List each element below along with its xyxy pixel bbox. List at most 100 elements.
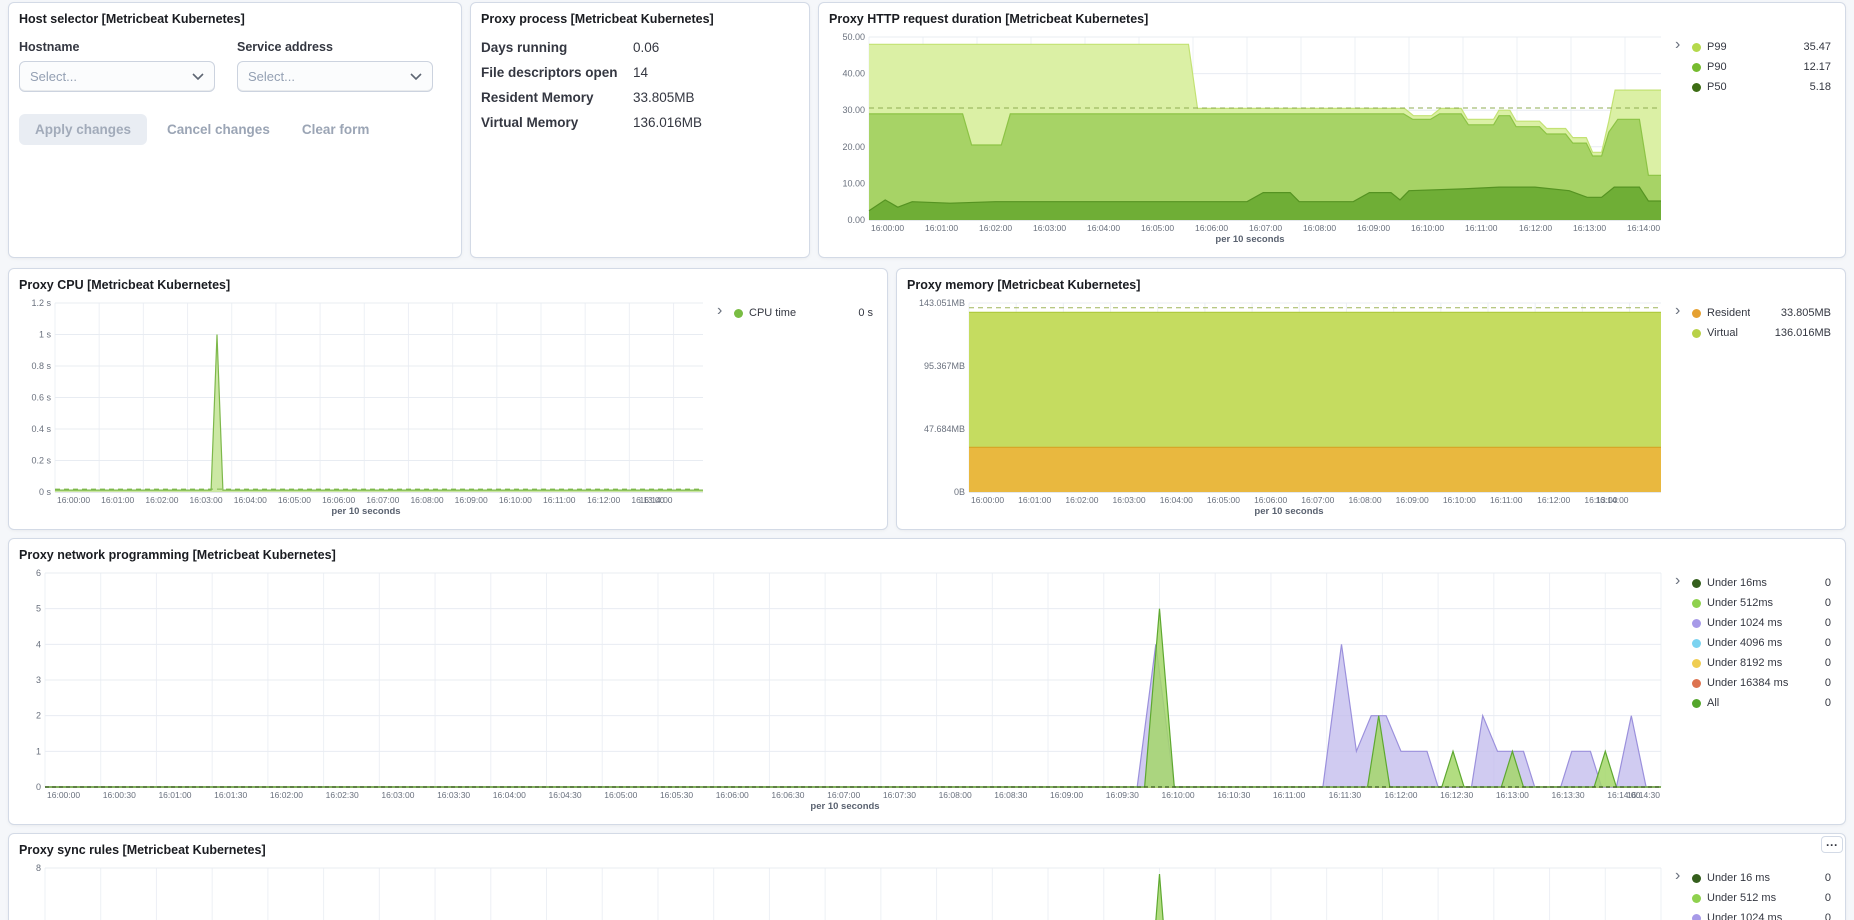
series-color-dot (1692, 913, 1701, 920)
legend-item-p90[interactable]: P90 12.17 (1692, 57, 1831, 77)
series-color-dot (1692, 698, 1701, 708)
svg-text:16:03:00: 16:03:00 (381, 790, 414, 800)
svg-text:16:06:00: 16:06:00 (716, 790, 749, 800)
panel-title: Proxy process [Metricbeat Kubernetes] (481, 12, 714, 26)
network-chart-area: 0 1 2 3 4 5 6 16:00:00 16:00:30 16:01:00 16:01:30 1… (19, 567, 1671, 816)
network-legend: › Under 16ms 0 Under 512ms 0 Under 1024 … (1671, 567, 1835, 816)
svg-text:16:09:00: 16:09:00 (1050, 790, 1083, 800)
svg-text:16:05:30: 16:05:30 (660, 790, 693, 800)
service-address-select[interactable]: Select... (237, 61, 433, 92)
metric-value: 33.805MB (633, 90, 695, 105)
svg-text:16:02:00: 16:02:00 (1065, 495, 1098, 505)
legend-item-p99[interactable]: P99 35.47 (1692, 37, 1831, 57)
legend-item-under-512ms[interactable]: Under 512ms 0 (1692, 593, 1831, 613)
svg-text:16:07:30: 16:07:30 (883, 790, 916, 800)
metric-label: Days running (481, 40, 568, 55)
svg-text:16:06:00: 16:06:00 (322, 495, 355, 505)
svg-text:16:08:00: 16:08:00 (410, 495, 443, 505)
legend-item-resident[interactable]: Resident 33.805MB (1692, 303, 1831, 323)
svg-text:16:14:00: 16:14:00 (1607, 790, 1640, 800)
apply-changes-button[interactable]: Apply changes (19, 114, 148, 145)
svg-text:0.4 s: 0.4 s (31, 424, 51, 434)
panel-proxy-process: Proxy process [Metricbeat Kubernetes] Da… (470, 2, 810, 258)
series-color-dot (1692, 678, 1701, 688)
legend-item-under-16ms[interactable]: Under 16ms 0 (1692, 573, 1831, 593)
svg-text:6: 6 (36, 568, 41, 578)
legend-item-under-4096ms[interactable]: Under 4096 ms 0 (1692, 633, 1831, 653)
legend-collapse-icon[interactable]: › (1675, 302, 1681, 319)
svg-text:0.8 s: 0.8 s (31, 361, 51, 371)
svg-text:16:13:00: 16:13:00 (1573, 223, 1606, 233)
series-color-dot (1692, 328, 1701, 338)
svg-text:16:10:00: 16:10:00 (1443, 495, 1476, 505)
legend-collapse-icon[interactable]: › (1675, 572, 1681, 589)
x-axis-label: per 10 seconds (810, 801, 880, 812)
svg-text:16:01:30: 16:01:30 (214, 790, 247, 800)
panel-host-selector: Host selector [Metricbeat Kubernetes] Ho… (8, 2, 462, 258)
legend-item-p50[interactable]: P50 5.18 (1692, 77, 1831, 97)
service-address-label: Service address (237, 40, 333, 54)
panel-options-button[interactable]: ··· (1821, 836, 1843, 853)
svg-text:1.2 s: 1.2 s (31, 298, 51, 308)
legend-item-under-1024ms[interactable]: Under 1024 ms 0 (1692, 908, 1831, 920)
svg-text:0: 0 (36, 782, 41, 792)
svg-text:0B: 0B (954, 487, 965, 497)
svg-text:16:08:30: 16:08:30 (994, 790, 1027, 800)
memory-chart-area: 0B 47.684MB 95.367MB 143.051MB 16:00:00 16:01… (907, 297, 1671, 521)
svg-text:16:08:00: 16:08:00 (939, 790, 972, 800)
svg-text:16:10:00: 16:10:00 (1411, 223, 1444, 233)
metric-value: 14 (633, 65, 649, 80)
legend-item-virtual[interactable]: Virtual 136.016MB (1692, 323, 1831, 343)
svg-text:16:02:30: 16:02:30 (326, 790, 359, 800)
cpu-legend: › CPU time 0 s (713, 297, 877, 521)
legend-item-under-16384ms[interactable]: Under 16384 ms 0 (1692, 673, 1831, 693)
chevron-down-icon (410, 73, 422, 80)
legend-collapse-icon[interactable]: › (1675, 36, 1681, 53)
memory-chart[interactable]: 0B 47.684MB 95.367MB 143.051MB 16:00:00 16:01… (907, 297, 1671, 506)
panel-title: Proxy sync rules [Metricbeat Kubernetes] (19, 843, 266, 857)
svg-text:16:12:00: 16:12:00 (1537, 495, 1570, 505)
svg-text:16:08:00: 16:08:00 (1303, 223, 1336, 233)
svg-text:2: 2 (36, 711, 41, 721)
series-color-dot (1692, 893, 1701, 903)
svg-text:3: 3 (36, 675, 41, 685)
panel-sync-rules: ··· Proxy sync rules [Metricbeat Kuberne… (8, 833, 1846, 920)
svg-text:16:02:00: 16:02:00 (145, 495, 178, 505)
svg-text:16:11:00: 16:11:00 (543, 495, 576, 505)
panel-proxy-cpu: Proxy CPU [Metricbeat Kubernetes] 0 s 0.2… (8, 268, 888, 530)
hostname-select[interactable]: Select... (19, 61, 215, 92)
svg-text:16:04:00: 16:04:00 (1160, 495, 1193, 505)
legend-item-all[interactable]: All 0 (1692, 693, 1831, 713)
http-duration-chart[interactable]: 0.00 10.00 20.00 30.00 40.00 50.00 16:00:00 16:… (829, 31, 1671, 234)
series-color-dot (1692, 82, 1701, 92)
series-color-dot (1692, 873, 1701, 883)
legend-item-under-512ms[interactable]: Under 512 ms 0 (1692, 888, 1831, 908)
cpu-chart[interactable]: 0 s 0.2 s 0.4 s 0.6 s 0.8 s 1 s 1.2 s 16:00:00 1… (19, 297, 713, 506)
sync-rules-chart[interactable]: 86 (19, 862, 1671, 920)
legend-collapse-icon[interactable]: › (1675, 867, 1681, 884)
panel-http-request-duration: Proxy HTTP request duration [Metricbeat … (818, 2, 1846, 258)
network-programming-chart[interactable]: 0 1 2 3 4 5 6 16:00:00 16:00:30 16:01:00 16:01:30 1… (19, 567, 1671, 801)
legend-item-under-1024ms[interactable]: Under 1024 ms 0 (1692, 613, 1831, 633)
svg-text:16:09:00: 16:09:00 (1396, 495, 1429, 505)
x-axis-label: per 10 seconds (1254, 506, 1324, 517)
legend-collapse-icon[interactable]: › (717, 302, 723, 319)
svg-text:47.684MB: 47.684MB (924, 424, 965, 434)
svg-text:16:09:00: 16:09:00 (1357, 223, 1390, 233)
series-color-dot (1692, 638, 1701, 648)
sync-chart-area: 86 (19, 862, 1671, 920)
svg-text:16:12:00: 16:12:00 (1384, 790, 1417, 800)
svg-text:16:05:00: 16:05:00 (1207, 495, 1240, 505)
legend-item-cpu-time[interactable]: CPU time 0 s (734, 303, 873, 323)
cancel-changes-button[interactable]: Cancel changes (155, 114, 282, 145)
svg-text:143.051MB: 143.051MB (919, 298, 965, 308)
clear-form-button[interactable]: Clear form (290, 114, 382, 145)
svg-text:16:05:00: 16:05:00 (1141, 223, 1174, 233)
legend-item-under-16ms[interactable]: Under 16 ms 0 (1692, 868, 1831, 888)
svg-text:16:03:00: 16:03:00 (190, 495, 223, 505)
svg-text:16:06:00: 16:06:00 (1254, 495, 1287, 505)
svg-text:16:12:00: 16:12:00 (1519, 223, 1552, 233)
legend-item-under-8192ms[interactable]: Under 8192 ms 0 (1692, 653, 1831, 673)
svg-text:16:13:00: 16:13:00 (1496, 790, 1529, 800)
svg-text:16:11:00: 16:11:00 (1465, 223, 1498, 233)
